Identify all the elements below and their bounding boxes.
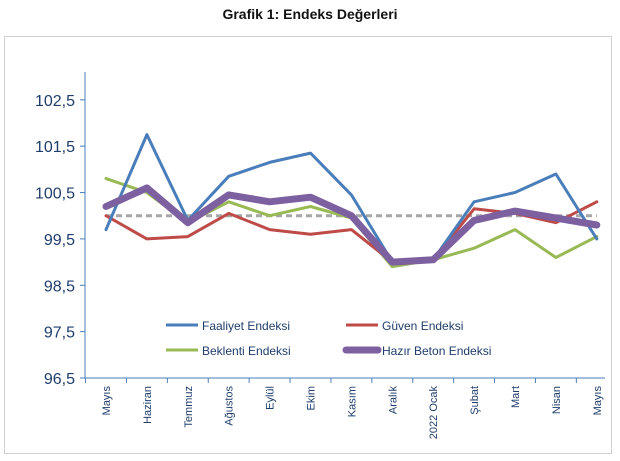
y-tick-label: 101,5	[35, 139, 75, 156]
x-tick-label: Mayıs	[101, 386, 113, 416]
x-tick-label: Ekim	[306, 386, 318, 410]
series-line-2	[104, 177, 599, 269]
series-line-0	[104, 133, 599, 264]
x-tick-label: Mayıs	[592, 386, 604, 416]
legend-label-3: Hazır Beton Endeksi	[382, 344, 491, 358]
x-tick-label: Aralık	[387, 386, 399, 415]
x-tick-label: Nisan	[551, 386, 563, 414]
y-tick-label: 96,5	[44, 371, 75, 388]
y-tick-label: 99,5	[44, 232, 75, 249]
x-tick-label: 2022 Ocak	[428, 386, 440, 440]
x-tick-label: Temmuz	[183, 386, 195, 428]
x-tick-label: Kasım	[346, 386, 358, 417]
y-tick-label: 102,5	[35, 93, 75, 110]
legend-label-2: Beklenti Endeksi	[202, 344, 291, 358]
x-tick-label: Mart	[510, 386, 522, 408]
x-tick-label: Ağustos	[224, 386, 236, 426]
y-tick-label: 97,5	[44, 325, 75, 342]
x-tick-label: Haziran	[142, 386, 154, 424]
legend-label-0: Faaliyet Endeksi	[202, 319, 290, 333]
chart-title: Grafik 1: Endeks Değerleri	[222, 6, 398, 22]
legend-label-1: Güven Endeksi	[382, 319, 463, 333]
x-tick-label: Şubat	[469, 386, 481, 415]
y-tick-label: 100,5	[35, 186, 75, 203]
chart-frame	[4, 36, 612, 454]
series-line-3	[102, 184, 601, 266]
y-tick-label: 98,5	[44, 278, 75, 295]
x-tick-label: Eylül	[265, 386, 277, 410]
